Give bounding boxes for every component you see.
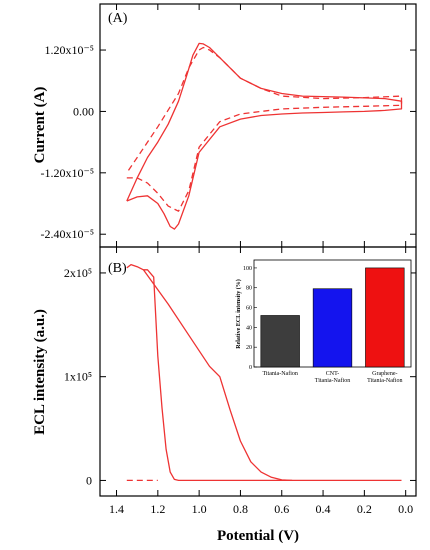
panel-b-ticks: 2x10⁵ 1x10⁵ 0 1.4 1.2 1.0 0.8 0.6 0.4 0.2 0.0: [64, 247, 416, 516]
panel-a-series-2-line: [126, 46, 403, 212]
inset-y-tick-label: 100: [243, 266, 252, 272]
panel-b: (B) ECL intensity (a.u.) Potential (V) 2…: [32, 246, 417, 544]
panel-a-y-tick-label: -1.20x10⁻⁵: [40, 166, 94, 180]
x-tick-label: 1.0: [192, 502, 207, 516]
panel-a-label: (A): [108, 11, 128, 26]
panel-b-frame: [99, 246, 417, 497]
inset-category-label: Titania-Nafion: [367, 377, 402, 384]
x-tick-label: 0.4: [316, 502, 331, 516]
x-axis-title: Potential (V): [217, 528, 299, 544]
inset-bars: [260, 267, 405, 368]
x-tick-label: 1.4: [109, 502, 124, 516]
inset-y-tick-label: 0: [249, 365, 252, 371]
inset-category-label: Graphene-: [372, 371, 397, 377]
panel-b-y-tick-label: 2x10⁵: [64, 266, 92, 280]
panel-a-frame: [99, 3, 417, 248]
x-tick-label: 0.6: [274, 502, 289, 516]
panel-b-label: (B): [108, 261, 127, 276]
panel-a: (A) Current (A) 1.20x10⁻⁵ 0.00 -1.20x10⁻⁵ -…: [32, 3, 417, 248]
x-tick-label: 1.2: [150, 502, 165, 516]
panel-b-y-tick-label: 1x10⁵: [64, 370, 92, 384]
x-tick-label: 0.8: [233, 502, 248, 516]
panel-a-series: [126, 42, 403, 230]
panel-b-series-1-line: [126, 263, 402, 482]
inset-bar-2: [312, 288, 353, 368]
inset-category-label: Titania-Nafion: [262, 370, 297, 377]
panel-b-y-tick-label: 0: [86, 473, 92, 487]
panel-a-y-tick-label: 1.20x10⁻⁵: [44, 43, 94, 57]
panel-b-series-2-line: [142, 269, 293, 482]
panel-a-y-axis-title: Current (A): [32, 87, 48, 164]
x-tick-label: 0.2: [357, 502, 372, 516]
panel-b-series: [126, 263, 402, 482]
panel-a-series-1-line: [126, 42, 403, 230]
inset-bar-3: [365, 267, 405, 368]
inset-y-axis-title: Relative ECL intensity (%): [235, 279, 242, 349]
x-tick-label: 0.0: [398, 502, 413, 516]
inset-y-tick-label: 20: [246, 345, 252, 351]
inset-bar-chart: Relative ECL intensity (%) 0 20 40 60 80 100 T…: [235, 259, 412, 384]
inset-category-label: CNT-: [326, 371, 339, 377]
inset-bar-1: [260, 315, 300, 368]
inset-category-label: Titania-Nafion: [315, 377, 350, 384]
inset-y-tick-label: 80: [246, 286, 252, 292]
inset-y-tick-label: 40: [246, 325, 252, 331]
panel-a-y-ticks: 1.20x10⁻⁵ 0.00 -1.20x10⁻⁵ -2.40x10⁻⁵: [40, 4, 416, 247]
panel-a-y-tick-label: -2.40x10⁻⁵: [40, 227, 94, 241]
panel-a-y-tick-label: 0.00: [73, 104, 94, 118]
inset-y-tick-label: 60: [246, 306, 252, 312]
panel-b-y-axis-title: ECL intensity (a.u.): [32, 309, 48, 435]
